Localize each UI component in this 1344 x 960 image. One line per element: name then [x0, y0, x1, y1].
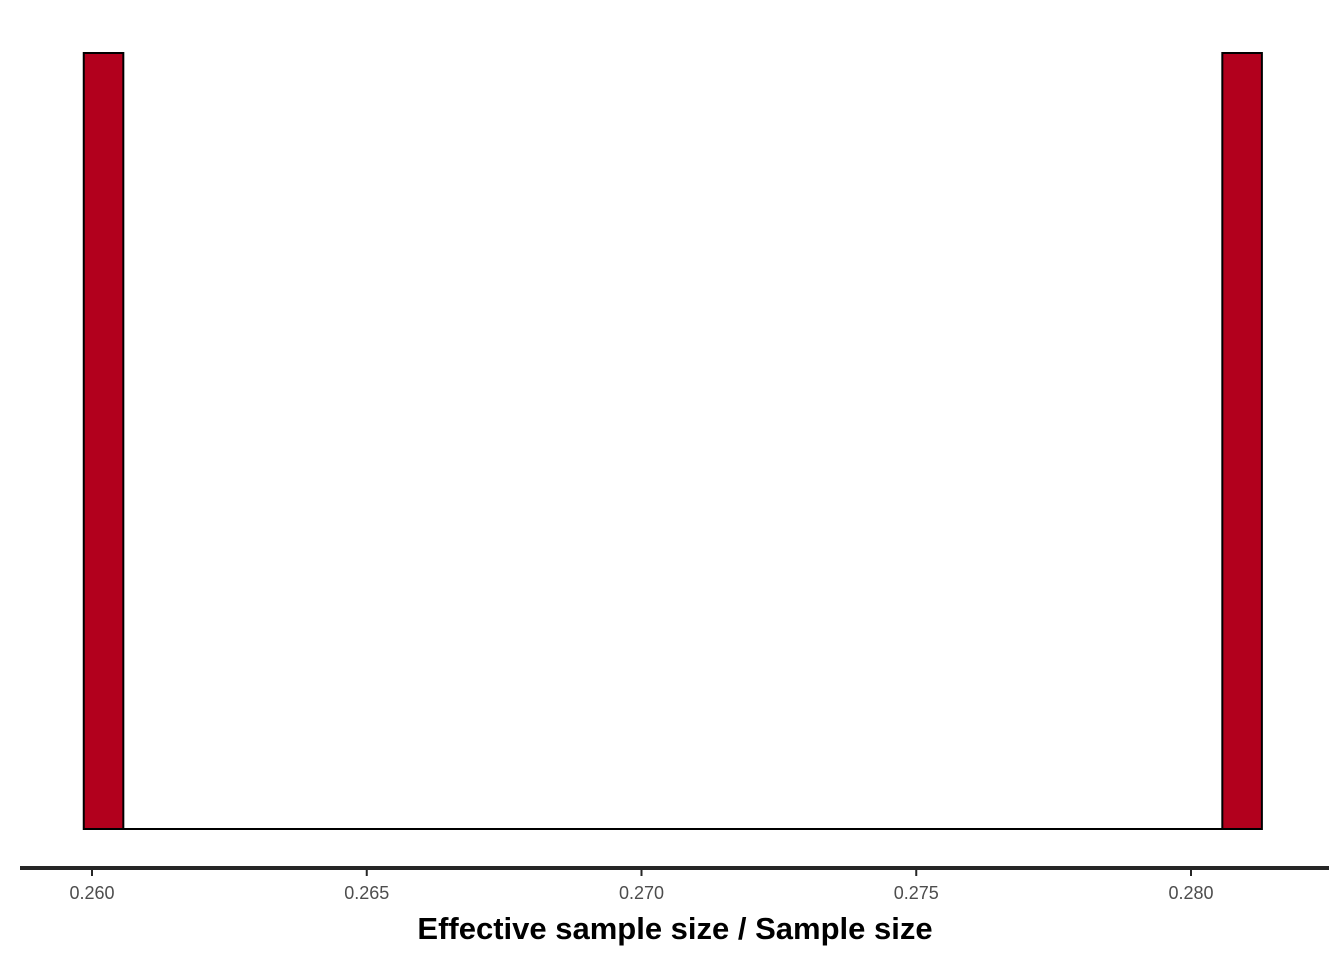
x-tick-label: 0.260 [69, 883, 114, 903]
bars-layer [82, 52, 1263, 830]
histogram-bar-2 [1221, 52, 1263, 830]
x-tick-label: 0.265 [344, 883, 389, 903]
x-tick-label: 0.280 [1168, 883, 1213, 903]
x-axis-title: Effective sample size / Sample size [417, 911, 932, 946]
x-tick-label: 0.270 [619, 883, 664, 903]
x-axis-ticks: 0.260 0.265 0.270 0.275 0.280 [69, 870, 1214, 903]
histogram-bar-1 [82, 52, 125, 830]
x-tick-label: 0.275 [894, 883, 939, 903]
